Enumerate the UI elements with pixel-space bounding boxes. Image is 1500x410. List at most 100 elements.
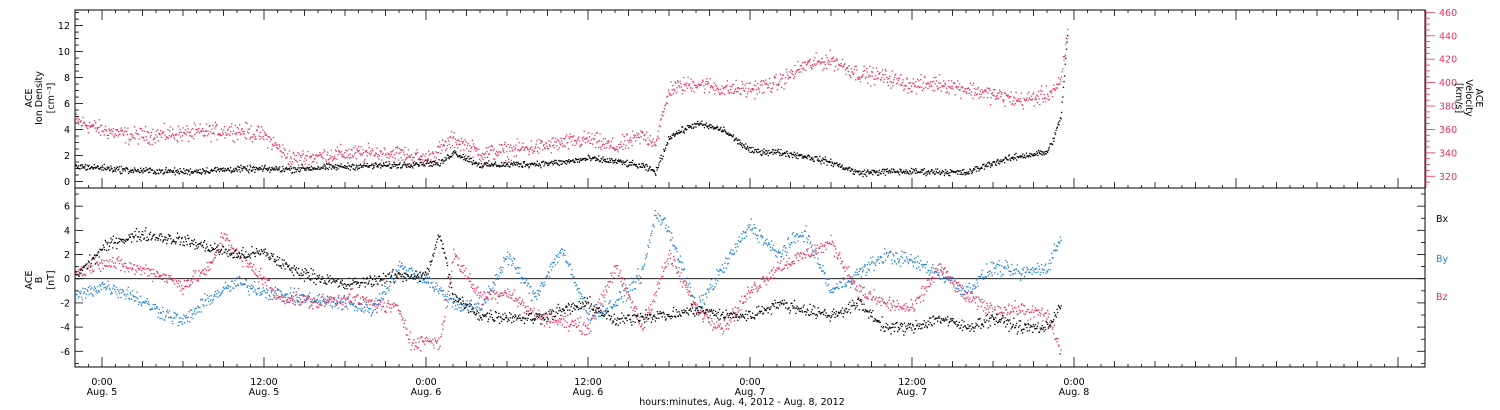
- by-series-point: [1009, 270, 1011, 273]
- by-series-point: [817, 258, 819, 260]
- density-series-point: [195, 171, 197, 173]
- density-series-point: [517, 163, 520, 165]
- bz-series-point: [79, 268, 81, 270]
- by-series-point: [176, 313, 179, 315]
- velocity-series-point: [1032, 93, 1034, 95]
- density-series-point: [520, 163, 522, 165]
- by-series-point: [267, 289, 269, 291]
- by-series-point: [299, 304, 302, 306]
- by-series-point: [993, 263, 995, 265]
- velocity-series-point: [949, 86, 951, 88]
- velocity-series-point: [753, 88, 755, 90]
- by-series-point: [385, 292, 387, 294]
- by-series-point: [855, 274, 857, 276]
- density-series-point: [199, 168, 201, 171]
- by-series-point: [120, 296, 122, 299]
- by-series-point: [990, 261, 992, 264]
- density-series-point: [466, 160, 469, 162]
- velocity-series-point: [772, 82, 774, 84]
- velocity-series-point: [310, 155, 312, 157]
- velocity-series-point: [1047, 93, 1049, 95]
- velocity-series-point: [147, 142, 149, 144]
- by-series-point: [840, 281, 842, 284]
- by-series-point: [189, 309, 191, 311]
- by-series-point: [1005, 259, 1007, 262]
- velocity-series-point: [166, 137, 168, 139]
- density-series-point: [961, 173, 963, 176]
- by-series-point: [1046, 270, 1048, 272]
- density-series-point: [517, 161, 519, 163]
- by-series-point: [1026, 266, 1028, 269]
- velocity-series-point: [921, 86, 923, 88]
- velocity-series-point: [657, 130, 659, 132]
- density-series-point: [103, 163, 105, 166]
- density-series-point: [270, 169, 272, 171]
- velocity-series-point: [172, 128, 174, 130]
- velocity-series-point: [664, 104, 667, 106]
- velocity-series-point: [1034, 96, 1037, 98]
- velocity-series-point: [141, 130, 144, 132]
- density-series-point: [998, 160, 1000, 162]
- density-series-point: [838, 165, 840, 168]
- density-series-point: [691, 127, 693, 129]
- velocity-series-point: [447, 137, 449, 139]
- velocity-series-point: [87, 132, 90, 134]
- by-series-point: [890, 251, 892, 253]
- velocity-series-point: [876, 70, 879, 73]
- by-series-point: [761, 237, 763, 239]
- by-series-point: [971, 290, 973, 293]
- bz-series-point: [168, 276, 171, 278]
- velocity-series-point: [820, 62, 822, 64]
- velocity-series-point: [829, 49, 831, 51]
- velocity-series-point: [713, 82, 715, 84]
- by-series-point: [778, 252, 780, 254]
- velocity-series-point: [1047, 95, 1049, 97]
- by-series-point: [577, 287, 579, 290]
- velocity-series-point: [255, 138, 257, 140]
- by-series-point: [932, 264, 934, 266]
- velocity-series-point: [269, 141, 271, 143]
- velocity-series-point: [703, 92, 706, 94]
- by-series-point: [212, 298, 214, 300]
- velocity-series-point: [811, 64, 814, 66]
- by-series-point: [736, 243, 738, 245]
- density-series-point: [782, 153, 784, 155]
- velocity-series-point: [611, 147, 613, 149]
- by-series-point: [582, 297, 584, 300]
- velocity-series-point: [163, 122, 165, 125]
- bz-series-point: [139, 266, 142, 268]
- density-series-point: [106, 166, 108, 168]
- velocity-series-point: [398, 153, 400, 155]
- by-series-point: [297, 300, 299, 302]
- velocity-series-point: [545, 143, 548, 145]
- by-series-point: [149, 308, 151, 311]
- velocity-series-point: [361, 152, 363, 155]
- density-series-point: [1035, 153, 1037, 156]
- velocity-series-point: [1056, 87, 1058, 89]
- density-series-point: [432, 164, 435, 166]
- density-series-point: [726, 133, 729, 135]
- velocity-series-point: [211, 132, 213, 134]
- bz-series-point: [106, 259, 108, 261]
- by-series-point: [233, 282, 235, 285]
- velocity-series-point: [300, 156, 302, 158]
- velocity-series-point: [853, 73, 855, 75]
- density-series-point: [861, 170, 863, 173]
- density-series-point: [807, 154, 809, 156]
- density-series-point: [1011, 157, 1013, 159]
- velocity-series-point: [212, 132, 215, 134]
- density-series-point: [281, 169, 283, 172]
- density-series-point: [759, 151, 761, 153]
- velocity-series-point: [830, 63, 832, 65]
- by-series-point: [496, 277, 499, 279]
- velocity-series-point: [466, 147, 468, 150]
- density-series-point: [443, 160, 446, 162]
- by-series-point: [309, 292, 311, 294]
- velocity-series-point: [259, 138, 261, 140]
- velocity-series-point: [773, 83, 775, 85]
- density-series-point: [569, 160, 571, 163]
- density-series-point: [682, 131, 684, 133]
- velocity-series-point: [957, 80, 959, 82]
- by-series-point: [862, 269, 864, 271]
- density-series-point: [1025, 152, 1027, 154]
